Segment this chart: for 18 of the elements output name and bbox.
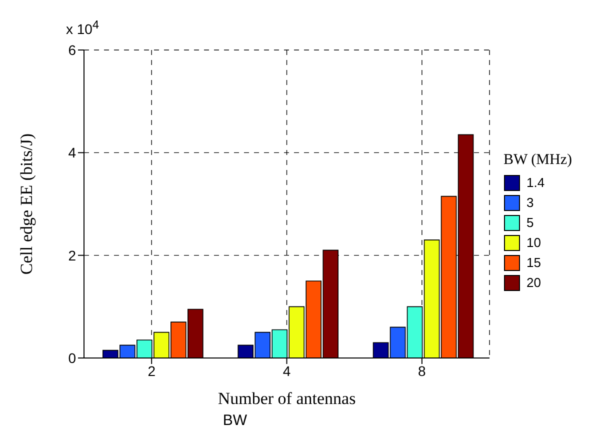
x-axis-title: Number of antennas (218, 389, 356, 408)
legend-label: 3 (526, 195, 534, 210)
y-tick-label: 2 (68, 247, 76, 264)
legend-label: 10 (526, 235, 541, 250)
legend-label: 1.4 (526, 175, 545, 190)
y-tick-label: 4 (68, 144, 76, 161)
legend-label: 5 (526, 215, 534, 230)
x-tick-label: 8 (418, 362, 426, 379)
x-tick-label: 2 (148, 362, 156, 379)
legend-title: BW (MHz) (504, 152, 572, 168)
x-tick-label: 4 (282, 362, 291, 379)
legend-label: 15 (526, 255, 541, 270)
legend-label: 20 (526, 275, 541, 290)
y-tick-label: 6 (68, 42, 76, 58)
y-axis-title: Cell edge EE (bits/J) (17, 133, 36, 275)
text: BW (222, 412, 248, 429)
y-tick-label: 0 (68, 350, 76, 366)
text: x 10$^{4}$ (66, 18, 99, 37)
